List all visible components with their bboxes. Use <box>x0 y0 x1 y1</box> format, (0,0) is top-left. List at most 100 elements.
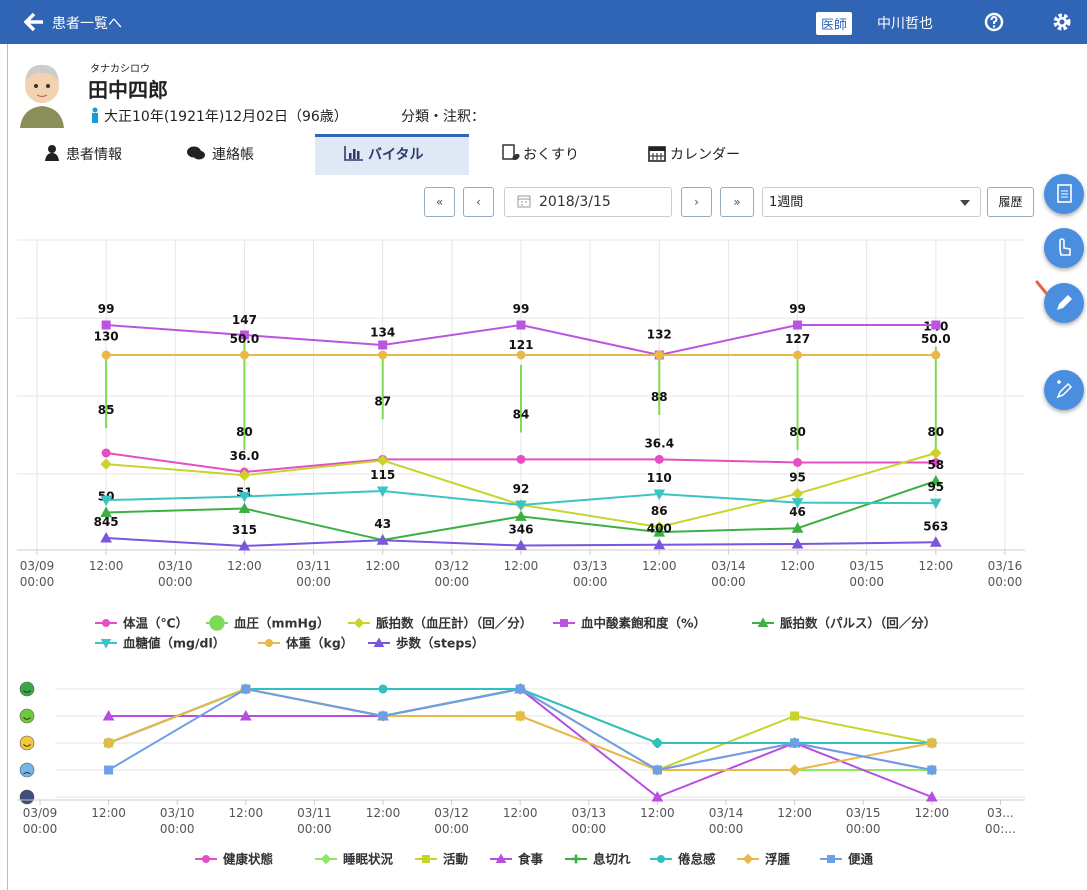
x-tick-label: 12:00 <box>640 806 675 820</box>
tab-label[interactable]: バイタル <box>368 147 423 163</box>
x-tick-label: 00:00 <box>709 822 744 836</box>
data-label: 58 <box>927 458 944 472</box>
x-tick-label: 03/12 <box>435 559 470 573</box>
patient-birth: 大正10年(1921年)12月02日（96歳） <box>104 106 348 126</box>
point <box>794 459 802 467</box>
prev-button[interactable]: ‹ <box>463 187 494 217</box>
x-tick-label: 03/12 <box>434 806 469 820</box>
x-tick-label: 12:00 <box>919 559 954 573</box>
face <box>20 736 34 750</box>
point <box>240 351 248 359</box>
tab[interactable]: 患者情報 <box>44 136 122 172</box>
x-tick-label: 00:00 <box>988 575 1023 589</box>
data-label: 88 <box>651 390 668 404</box>
data-label: 80 <box>236 425 253 439</box>
x-tick-label: 12:00 <box>366 806 401 820</box>
tab[interactable]: 連絡帳 <box>186 136 254 172</box>
x-tick-label: 12:00 <box>504 559 539 573</box>
x-tick-label: 03/15 <box>846 806 881 820</box>
x-tick-label: 00:... <box>985 822 1016 836</box>
point <box>102 449 110 457</box>
fab-touch[interactable] <box>1044 228 1084 268</box>
x-tick-label: 03/10 <box>160 806 195 820</box>
legend-marker <box>658 856 665 863</box>
point <box>102 321 110 329</box>
x-tick-label: 12:00 <box>227 559 262 573</box>
y-tick-face <box>20 763 34 777</box>
x-tick-label: 00:00 <box>711 575 746 589</box>
x-tick-label: 03/14 <box>711 559 746 573</box>
x-tick-label: 00:00 <box>573 575 608 589</box>
legend-label: 食事 <box>517 852 544 867</box>
next-button[interactable]: › <box>681 187 712 217</box>
x-tick-label: 03... <box>987 806 1014 820</box>
point <box>932 351 940 359</box>
tab-label[interactable]: 患者情報 <box>66 147 122 163</box>
patient-kana: タナカシロウ <box>90 60 150 75</box>
x-tick-label: 12:00 <box>915 806 950 820</box>
tab[interactable]: おくすり <box>501 136 579 172</box>
first-button[interactable]: « <box>424 187 455 217</box>
data-label: 95 <box>927 480 944 494</box>
point <box>379 341 387 349</box>
point <box>101 459 111 469</box>
data-label: 99 <box>789 302 806 316</box>
back-link[interactable]: 患者一覧へ <box>52 13 122 33</box>
last-button[interactable]: » <box>720 187 754 217</box>
point <box>517 321 525 329</box>
fab-document[interactable] <box>1044 174 1084 214</box>
fab-add-note[interactable] <box>1044 370 1084 410</box>
data-label: 315 <box>232 523 257 537</box>
tab[interactable]: カレンダー <box>648 136 740 172</box>
patient-category: 分類・注釈： <box>401 106 485 126</box>
gender-icon <box>90 107 100 123</box>
data-label: 43 <box>374 517 391 531</box>
data-label: 845 <box>94 515 119 529</box>
page: 患者一覧へ 医師 中川哲也 タナカシロウ 田中四郎 大正10年(1921年)12… <box>0 0 1087 890</box>
help-icon[interactable] <box>984 12 1004 32</box>
history-button[interactable]: 履歴 <box>987 187 1034 217</box>
legend-label: 歩数（steps） <box>396 636 484 651</box>
tab[interactable]: バイタル <box>344 136 423 172</box>
x-tick-label: 12:00 <box>777 806 812 820</box>
data-label: 50.0 <box>921 332 951 346</box>
legend-marker <box>561 620 568 627</box>
point <box>105 766 113 774</box>
x-tick-label: 03/16 <box>988 559 1023 573</box>
point <box>379 685 387 693</box>
point <box>794 321 802 329</box>
x-tick-label: 12:00 <box>780 559 815 573</box>
point <box>932 321 940 329</box>
data-label: 132 <box>647 327 672 341</box>
series-line <box>109 689 932 770</box>
date-input[interactable]: 2018/3/15 <box>504 187 672 217</box>
face <box>20 709 34 723</box>
legend-marker <box>210 616 224 630</box>
tab-label[interactable]: おくすり <box>523 147 579 163</box>
x-tick-label: 00:00 <box>20 575 55 589</box>
point <box>655 455 663 463</box>
tab-label[interactable]: 連絡帳 <box>212 147 254 163</box>
legend-label: 脈拍数（パルス）（回／分） <box>780 616 936 631</box>
period-text[interactable]: 1週間 <box>769 195 803 210</box>
series-line <box>109 689 932 770</box>
avatar <box>17 56 67 128</box>
data-label: 80 <box>927 425 944 439</box>
x-tick-label: 03/09 <box>20 559 55 573</box>
x-tick-label: 03/13 <box>573 559 608 573</box>
tab-label[interactable]: カレンダー <box>670 147 740 163</box>
settings-icon[interactable] <box>1052 12 1072 32</box>
back-icon[interactable] <box>24 12 44 32</box>
legend-marker <box>203 856 210 863</box>
period-select[interactable]: 1週間 <box>762 187 981 217</box>
fab-edit[interactable] <box>1044 283 1084 323</box>
legend-label: 活動 <box>443 852 468 867</box>
user-name[interactable]: 中川哲也 <box>877 13 933 33</box>
x-tick-label: 00:00 <box>297 822 332 836</box>
data-label: 86 <box>651 504 668 518</box>
x-tick-label: 12:00 <box>642 559 677 573</box>
x-tick-label: 03/10 <box>158 559 193 573</box>
data-label: 50.0 <box>230 332 260 346</box>
x-tick-label: 00:00 <box>160 822 195 836</box>
date-text[interactable]: 2018/3/15 <box>539 194 611 210</box>
